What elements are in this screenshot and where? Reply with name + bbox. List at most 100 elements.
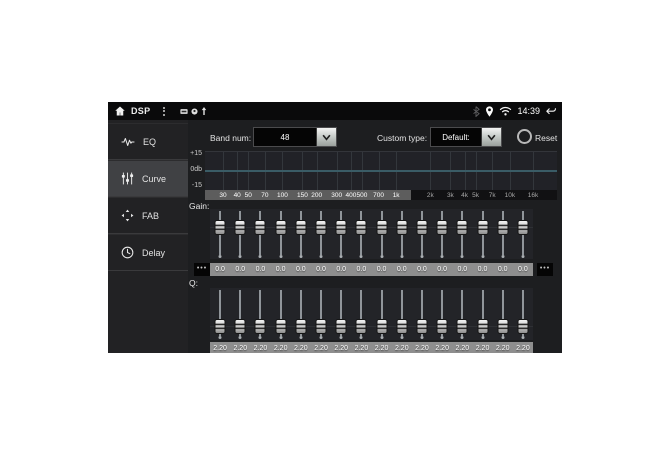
gain-slider[interactable] xyxy=(513,209,533,259)
slider-handle[interactable] xyxy=(215,320,225,333)
q-slider[interactable] xyxy=(513,288,533,340)
slider-handle[interactable] xyxy=(437,221,447,234)
slider-handle[interactable] xyxy=(276,320,286,333)
scroll-right-button[interactable]: ••• xyxy=(537,263,553,276)
slider-handle[interactable] xyxy=(417,320,427,333)
slider-handle[interactable] xyxy=(397,320,407,333)
slider-track-end xyxy=(400,255,404,258)
slider-track-end xyxy=(218,255,222,258)
slider-handle[interactable] xyxy=(316,221,326,234)
gain-slider[interactable] xyxy=(392,209,412,259)
slider-handle[interactable] xyxy=(336,221,346,234)
status-bar-left: DSP xyxy=(108,105,207,118)
slider-handle[interactable] xyxy=(417,221,427,234)
gain-value: 0.0 xyxy=(417,266,427,273)
gain-slider[interactable] xyxy=(493,209,513,259)
slider-handle[interactable] xyxy=(336,320,346,333)
chevron-down-icon[interactable] xyxy=(316,128,336,146)
slider-handle[interactable] xyxy=(356,320,366,333)
slider-handle[interactable] xyxy=(377,221,387,234)
slider-handle[interactable] xyxy=(255,320,265,333)
gain-slider[interactable] xyxy=(412,209,432,259)
slider-handle[interactable] xyxy=(316,320,326,333)
bluetooth-icon xyxy=(472,105,481,117)
sidebar-item-curve[interactable]: Curve xyxy=(108,160,188,197)
q-slider[interactable] xyxy=(230,288,250,340)
slider-handle[interactable] xyxy=(215,221,225,234)
reset-radio[interactable] xyxy=(517,129,532,144)
slider-handle[interactable] xyxy=(518,221,528,234)
slider-handle[interactable] xyxy=(498,320,508,333)
q-slider[interactable] xyxy=(311,288,331,340)
slider-handle[interactable] xyxy=(235,221,245,234)
gain-slider[interactable] xyxy=(432,209,452,259)
freq-tick-label: 3k xyxy=(446,191,454,199)
gain-slider[interactable] xyxy=(291,209,311,259)
freq-axis: 30 40 50 70 100 150 200 300 400 500 700 1k 2k 3k 4k 5k 7… xyxy=(205,190,557,200)
slider-handle[interactable] xyxy=(397,221,407,234)
slider-handle[interactable] xyxy=(255,221,265,234)
band-num-value: 48 xyxy=(280,132,290,142)
gain-slider[interactable] xyxy=(210,209,230,259)
sidebar-item-delay[interactable]: Delay xyxy=(108,234,188,271)
q-slider[interactable] xyxy=(331,288,351,340)
overflow-menu-icon[interactable] xyxy=(161,105,167,118)
gain-slider[interactable] xyxy=(372,209,392,259)
slider-handle[interactable] xyxy=(437,320,447,333)
q-slider[interactable] xyxy=(412,288,432,340)
q-slider[interactable] xyxy=(210,288,230,340)
gain-slider[interactable] xyxy=(271,209,291,259)
back-icon[interactable] xyxy=(545,106,557,117)
slider-handle[interactable] xyxy=(296,320,306,333)
status-bar: DSP 14:39 xyxy=(108,102,562,120)
q-slider[interactable] xyxy=(392,288,412,340)
gain-value: 0.0 xyxy=(376,266,387,273)
gain-slider[interactable] xyxy=(311,209,331,259)
q-value: 2.20 xyxy=(516,345,530,352)
q-value: 2.20 xyxy=(213,345,227,352)
q-slider[interactable] xyxy=(291,288,311,340)
slider-track xyxy=(279,290,282,336)
slider-handle[interactable] xyxy=(478,221,488,234)
q-slider[interactable] xyxy=(472,288,492,340)
q-slider[interactable] xyxy=(432,288,452,340)
q-slider[interactable] xyxy=(493,288,513,340)
sidebar-item-eq[interactable]: EQ xyxy=(108,123,188,160)
slider-handle[interactable] xyxy=(518,320,528,333)
slider-handle[interactable] xyxy=(457,221,467,234)
status-bar-right: 14:39 xyxy=(472,105,562,117)
gain-slider[interactable] xyxy=(230,209,250,259)
slider-handle[interactable] xyxy=(498,221,508,234)
slider-handle[interactable] xyxy=(457,320,467,333)
custom-type-dropdown[interactable]: Default: xyxy=(430,127,502,147)
slider-track xyxy=(420,290,423,336)
q-slider[interactable] xyxy=(351,288,371,340)
gain-slider[interactable] xyxy=(250,209,270,259)
gain-value: 0.0 xyxy=(316,266,326,273)
slider-handle[interactable] xyxy=(276,221,286,234)
home-icon[interactable] xyxy=(114,105,126,117)
slider-handle[interactable] xyxy=(235,320,245,333)
q-slider[interactable] xyxy=(250,288,270,340)
q-slider[interactable] xyxy=(452,288,472,340)
slider-handle[interactable] xyxy=(356,221,366,234)
q-value: 2.20 xyxy=(334,345,349,352)
gain-slider[interactable] xyxy=(331,209,351,259)
eq-waveform-icon xyxy=(121,137,135,146)
gain-slider[interactable] xyxy=(472,209,492,259)
slider-track-end xyxy=(481,255,485,258)
eq-curve-plot xyxy=(205,151,557,190)
q-slider[interactable] xyxy=(372,288,392,340)
chevron-down-icon[interactable] xyxy=(481,128,501,146)
gain-slider[interactable] xyxy=(351,209,371,259)
slider-track-end xyxy=(238,255,242,258)
band-num-dropdown[interactable]: 48 xyxy=(253,127,337,147)
sidebar-item-fab[interactable]: FAB xyxy=(108,197,188,234)
freq-tick-label: 10k xyxy=(504,191,516,199)
slider-handle[interactable] xyxy=(377,320,387,333)
slider-handle[interactable] xyxy=(478,320,488,333)
gain-slider[interactable] xyxy=(452,209,472,259)
scroll-left-button[interactable]: ••• xyxy=(194,263,210,276)
q-slider[interactable] xyxy=(271,288,291,340)
slider-handle[interactable] xyxy=(296,221,306,234)
